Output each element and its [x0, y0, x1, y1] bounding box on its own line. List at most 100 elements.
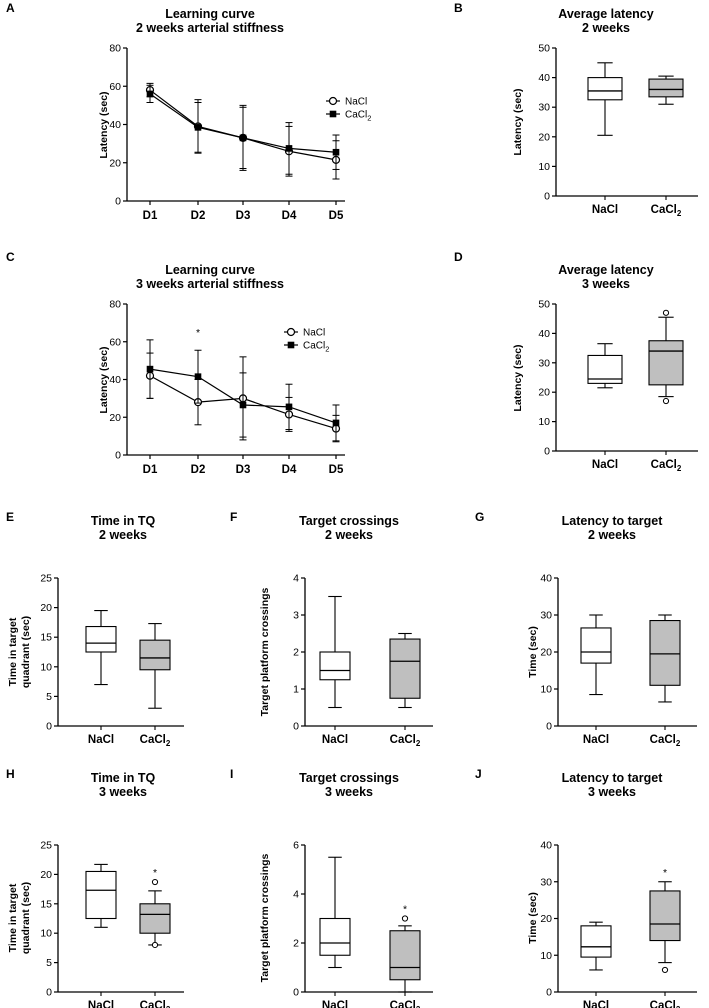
data-point [285, 403, 293, 411]
y-tick-label: 30 [538, 102, 550, 114]
box-cacl2 [389, 632, 421, 709]
legend: NaCl CaCl2 [326, 97, 371, 123]
box [580, 627, 612, 664]
box-nacl [587, 343, 623, 389]
chart-title: 2 weeks [325, 528, 373, 542]
significance-star: * [153, 867, 157, 879]
panel-letter: F [230, 510, 237, 524]
box [580, 925, 612, 958]
box [139, 903, 171, 934]
x-tick-label: D2 [191, 210, 206, 222]
chart-title: 2 weeks [582, 21, 630, 35]
box [139, 639, 171, 671]
y-tick-label: 0 [293, 987, 299, 999]
y-tick-label: 4 [293, 573, 299, 585]
x-tick-label: CaCl2 [651, 204, 682, 218]
panel-letter: C [6, 250, 15, 264]
y-tick-label: 3 [293, 610, 299, 622]
chart-title: 2 weeks [99, 528, 147, 542]
y-tick-label: 15 [40, 898, 52, 910]
chart-title: 3 weeks [588, 785, 636, 799]
y-tick-label: 60 [109, 81, 121, 93]
box [85, 625, 117, 653]
y-axis-label: Target platform crossings [259, 587, 271, 716]
panel-letter: J [475, 767, 482, 781]
y-tick-label: 30 [540, 876, 552, 888]
box-nacl [587, 62, 623, 136]
y-tick-label: 40 [109, 119, 121, 131]
y-axis-label: Latency (sec) [98, 346, 110, 413]
y-tick-label: 0 [293, 721, 299, 733]
y-tick-label: 20 [40, 602, 52, 614]
y-tick-label: 40 [538, 72, 550, 84]
y-axis-label: Time in target [7, 617, 19, 686]
box-nacl [319, 856, 351, 969]
legend-marker [286, 327, 296, 337]
box-cacl2: * [139, 867, 171, 949]
data-point [239, 401, 247, 409]
y-tick-label: 20 [109, 157, 121, 169]
y-tick-label: 10 [40, 661, 52, 673]
x-tick-label: NaCl [322, 1000, 348, 1008]
y-axis-label: quadrant (sec) [20, 882, 32, 954]
y-axis-label: Time (sec) [527, 892, 539, 944]
x-tick-label: CaCl2 [651, 459, 682, 473]
outlier-point [151, 878, 159, 886]
x-tick-label: CaCl2 [390, 1000, 421, 1008]
legend: NaCl CaCl2 [284, 328, 329, 354]
legend-label: CaCl2 [303, 341, 329, 354]
x-tick-label: D3 [236, 210, 251, 222]
chart-title: 3 weeks [99, 785, 147, 799]
x-tick-label: NaCl [583, 1000, 609, 1008]
box-cacl2: * [649, 867, 681, 974]
panel-letter: I [230, 767, 233, 781]
y-tick-label: 25 [40, 840, 52, 852]
y-tick-label: 50 [538, 43, 550, 55]
box-nacl [580, 921, 612, 971]
x-tick-label: D4 [282, 210, 297, 222]
chart-title: Learning curve [165, 7, 255, 21]
y-tick-label: 40 [540, 840, 552, 852]
x-tick-label: CaCl2 [650, 1000, 681, 1008]
box [587, 77, 623, 101]
box-cacl2 [648, 75, 684, 105]
chart-title: Time in TQ [91, 514, 156, 528]
chart-title: 3 weeks arterial stiffness [136, 277, 284, 291]
data-point [332, 419, 340, 427]
y-tick-label: 20 [538, 387, 550, 399]
y-tick-label: 1 [293, 684, 299, 696]
chart-title: Average latency [558, 263, 653, 277]
y-tick-label: 10 [538, 161, 550, 173]
box-cacl2: * [389, 904, 421, 993]
y-axis-label: Latency (sec) [512, 344, 524, 411]
series-cacl2 [146, 84, 340, 175]
significance-star: * [403, 904, 407, 916]
data-point [194, 373, 202, 380]
chart-title: Target crossings [299, 771, 399, 785]
x-tick-label: CaCl2 [390, 734, 421, 748]
panel-letter: B [454, 1, 463, 15]
x-tick-label: D1 [143, 210, 158, 222]
chart-title: 2 weeks arterial stiffness [136, 21, 284, 35]
outlier-point [401, 915, 409, 922]
chart-title: 3 weeks [582, 277, 630, 291]
x-tick-label: NaCl [592, 459, 618, 471]
y-axis-label: Latency (sec) [512, 88, 524, 155]
y-tick-label: 6 [293, 840, 299, 852]
box [649, 619, 681, 686]
y-tick-label: 40 [538, 328, 550, 340]
y-tick-label: 20 [40, 869, 52, 881]
box-cacl2 [139, 623, 171, 709]
data-point [194, 124, 202, 131]
y-tick-label: 50 [538, 299, 550, 311]
outlier-point [662, 309, 670, 316]
y-tick-label: 4 [293, 889, 299, 901]
data-point [285, 145, 293, 152]
y-tick-label: 40 [540, 573, 552, 585]
y-tick-label: 20 [540, 913, 552, 925]
x-tick-label: CaCl2 [140, 734, 171, 748]
